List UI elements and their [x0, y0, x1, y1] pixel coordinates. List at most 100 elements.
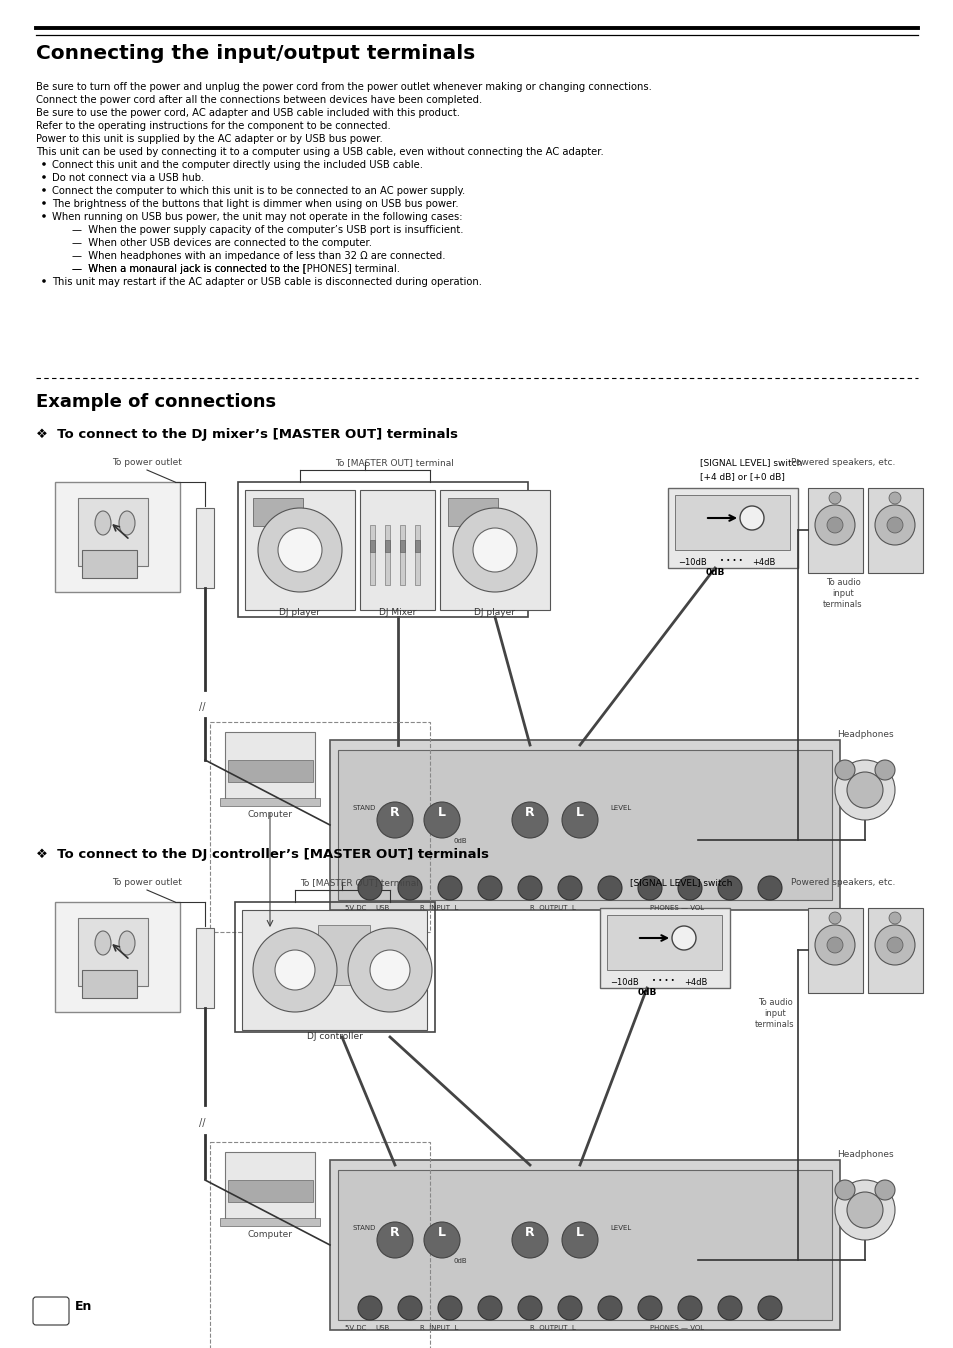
Circle shape — [397, 876, 421, 900]
Circle shape — [42, 162, 46, 166]
Text: —  When headphones with an impedance of less than 32 Ω are connected.: — When headphones with an impedance of l… — [71, 251, 445, 262]
Bar — [210, 723, 430, 931]
Circle shape — [826, 937, 842, 953]
Circle shape — [886, 937, 902, 953]
Ellipse shape — [119, 511, 135, 535]
Text: To audio: To audio — [757, 998, 792, 1007]
Circle shape — [437, 1295, 461, 1320]
Text: When running on USB bus power, the unit may not operate in the following cases:: When running on USB bus power, the unit … — [52, 212, 462, 222]
Bar — [82, 971, 137, 998]
Bar — [675, 495, 789, 550]
Text: [+4 dB] or [+0 dB]: [+4 dB] or [+0 dB] — [700, 472, 784, 481]
Circle shape — [558, 876, 581, 900]
Bar — [606, 915, 721, 971]
Text: DJ Mixer: DJ Mixer — [379, 608, 416, 617]
Bar — [228, 760, 313, 782]
Circle shape — [740, 506, 763, 530]
Circle shape — [42, 175, 46, 179]
Text: Computer: Computer — [247, 810, 293, 820]
Text: PHONES — VOL: PHONES — VOL — [649, 1325, 703, 1330]
Text: DJ player: DJ player — [474, 608, 515, 617]
Ellipse shape — [95, 931, 111, 954]
Text: R: R — [525, 1227, 535, 1240]
Text: terminals: terminals — [822, 600, 862, 609]
Bar — [807, 909, 862, 993]
Circle shape — [678, 1295, 701, 1320]
Text: PHONES — VOL: PHONES — VOL — [649, 905, 703, 911]
Text: To [MASTER OUT] terminal: To [MASTER OUT] terminal — [335, 458, 454, 466]
Bar — [337, 749, 831, 900]
Text: [SIGNAL LEVEL] switch: [SIGNAL LEVEL] switch — [700, 458, 801, 466]
Bar — [385, 541, 390, 551]
Circle shape — [473, 528, 517, 572]
Circle shape — [376, 802, 413, 838]
Bar — [439, 491, 550, 611]
Bar — [370, 541, 375, 551]
Circle shape — [376, 1223, 413, 1258]
Circle shape — [257, 508, 341, 592]
Text: Headphones: Headphones — [836, 731, 892, 739]
Circle shape — [348, 927, 432, 1012]
Bar — [242, 910, 427, 1030]
Circle shape — [517, 1295, 541, 1320]
Text: STAND: STAND — [353, 805, 376, 811]
Circle shape — [828, 913, 841, 923]
Circle shape — [671, 926, 696, 950]
Bar — [78, 497, 148, 566]
Text: LEVEL: LEVEL — [609, 1225, 631, 1231]
Text: +4dB: +4dB — [683, 979, 706, 987]
Bar — [195, 508, 213, 588]
Bar — [220, 1219, 319, 1225]
Text: terminals: terminals — [755, 1020, 794, 1029]
Text: −10dB: −10dB — [678, 558, 706, 568]
Circle shape — [846, 1192, 882, 1228]
Bar — [245, 491, 355, 611]
Bar — [78, 918, 148, 985]
Text: —  When a monaural jack is connected to the [: — When a monaural jack is connected to t… — [71, 264, 306, 274]
Text: 0dB: 0dB — [704, 568, 724, 577]
Bar — [210, 1142, 430, 1348]
Bar — [55, 483, 180, 592]
Circle shape — [718, 1295, 741, 1320]
Text: Connect the computer to which this unit is to be connected to an AC power supply: Connect the computer to which this unit … — [52, 186, 465, 195]
Circle shape — [277, 528, 322, 572]
Circle shape — [678, 876, 701, 900]
Circle shape — [828, 492, 841, 504]
Circle shape — [874, 925, 914, 965]
Text: USB: USB — [375, 905, 389, 911]
Circle shape — [638, 1295, 661, 1320]
Ellipse shape — [119, 931, 135, 954]
Bar — [867, 909, 923, 993]
Circle shape — [826, 518, 842, 532]
Text: R  INPUT  L: R INPUT L — [419, 905, 457, 911]
Text: —  When a monaural jack is connected to the [PHONES] terminal.: — When a monaural jack is connected to t… — [71, 264, 399, 274]
Circle shape — [638, 876, 661, 900]
FancyBboxPatch shape — [33, 1297, 69, 1325]
Text: 0dB: 0dB — [453, 1258, 466, 1264]
Text: +4dB: +4dB — [751, 558, 775, 568]
Text: LEVEL: LEVEL — [609, 805, 631, 811]
Circle shape — [477, 1295, 501, 1320]
Text: R: R — [390, 806, 399, 820]
Bar — [667, 488, 797, 568]
Text: • • • •: • • • • — [720, 558, 742, 563]
Text: //: // — [199, 702, 205, 712]
Text: Powered speakers, etc.: Powered speakers, etc. — [790, 458, 894, 466]
Circle shape — [874, 506, 914, 545]
Circle shape — [846, 772, 882, 807]
Circle shape — [718, 876, 741, 900]
Circle shape — [814, 925, 854, 965]
Circle shape — [598, 876, 621, 900]
Bar — [415, 541, 419, 551]
Bar — [399, 524, 405, 585]
Text: R  INPUT  L: R INPUT L — [419, 1325, 457, 1330]
Text: Be sure to use the power cord, AC adapter and USB cable included with this produ: Be sure to use the power cord, AC adapte… — [36, 108, 459, 119]
Circle shape — [517, 876, 541, 900]
Bar — [195, 927, 213, 1008]
Text: Connect the power cord after all the connections between devices have been compl: Connect the power cord after all the con… — [36, 94, 482, 105]
Circle shape — [834, 1180, 894, 1240]
Text: [SIGNAL LEVEL] switch: [SIGNAL LEVEL] switch — [629, 878, 732, 887]
Circle shape — [758, 1295, 781, 1320]
Circle shape — [598, 1295, 621, 1320]
Text: Example of connections: Example of connections — [36, 394, 275, 411]
